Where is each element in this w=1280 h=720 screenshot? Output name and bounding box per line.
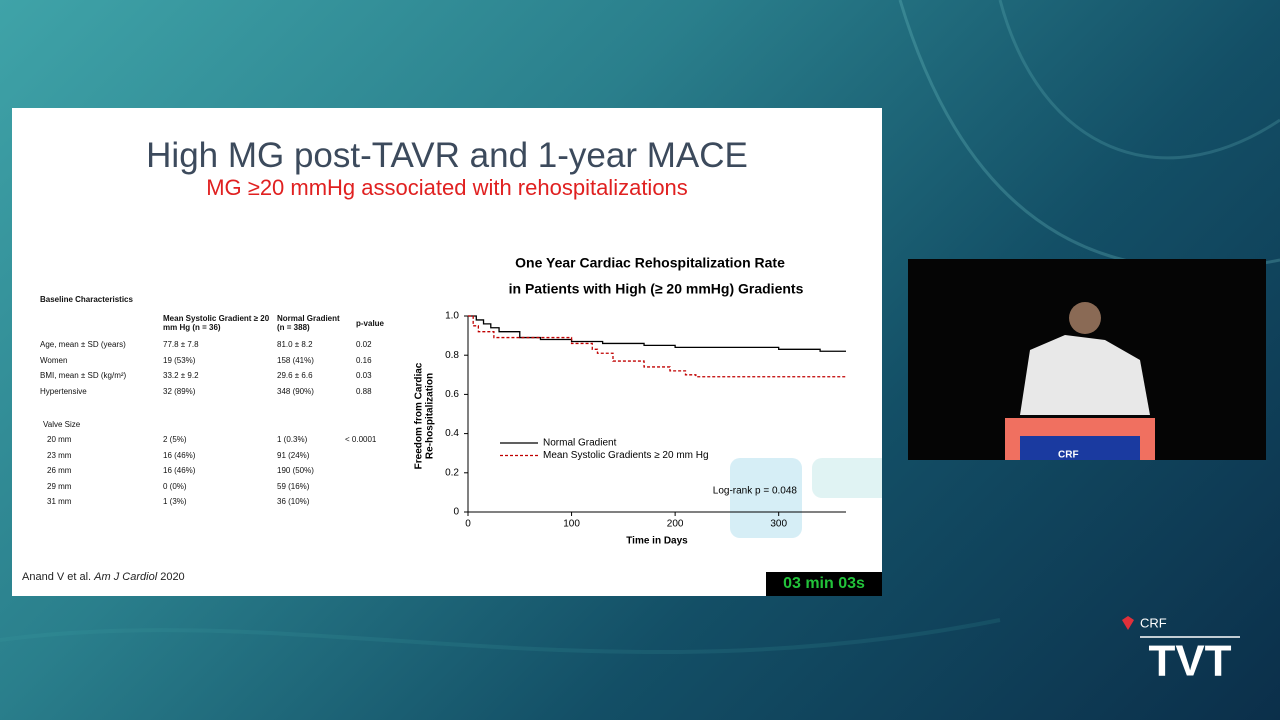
x-tick-label: 0 [465,519,471,530]
column-header: Normal Gradient (n = 388) [277,314,340,332]
table: Baseline Characteristics Mean Systolic G… [12,108,412,596]
cell-p: 0.16 [356,355,372,365]
y-tick-label: 0.6 [445,389,459,400]
cell-high: 33.2 ± 9.2 [163,371,199,381]
decor [812,458,882,498]
row-label: 26 mm [47,466,72,475]
decor [730,458,802,538]
citation: Anand V et al. Am J Cardiol 2020 [22,571,185,583]
slide: High MG post-TAVR and 1-year MACE MG ≥20… [12,108,882,596]
x-tick-label: 100 [563,519,580,530]
chart-title: One Year Cardiac Rehospitalization Rate [515,255,785,271]
y-tick-label: 0 [453,507,459,518]
km-curve [468,315,846,352]
cell-normal: 81.0 ± 8.2 [277,340,313,349]
cell-high: 2 (5%) [163,435,187,444]
section-label: Valve Size [43,420,81,429]
cell-normal: 158 (41%) [277,355,314,365]
table-title: Baseline Characteristics [40,295,133,304]
speaker-head [1069,302,1101,334]
cell-high: 1 (3%) [163,497,187,506]
cell-normal: 36 (10%) [277,497,310,506]
cell-normal: 29.6 ± 6.6 [277,371,313,381]
y-tick-label: 0.4 [445,428,459,439]
row-label: 31 mm [47,497,72,506]
cell-p: 0.03 [356,371,372,381]
row-label: Age, mean ± SD (years) [40,340,126,349]
citation-authors: Anand V et al. [22,571,92,583]
x-axis-label: Time in Days [626,536,688,547]
row-label: 20 mm [47,435,72,444]
cell-high: 16 (46%) [163,466,196,475]
legend-label: Normal Gradient [543,438,617,449]
cell-normal: 91 (24%) [277,450,310,460]
slide-title: High MG post-TAVR and 1-year MACE [146,136,748,175]
column-header: Mean Systolic Gradient ≥ 20 mm Hg (n = 3… [163,314,270,332]
row-label: BMI, mean ± SD (kg/m²) [40,371,127,381]
y-axis-label: Freedom from Cardiac [414,362,425,469]
cell-p: < 0.0001 [345,435,377,444]
slide-subtitle: MG ≥20 mmHg associated with rehospitaliz… [206,175,688,200]
cell-normal: 190 (50%) [277,466,314,475]
y-tick-label: 1.0 [445,311,459,322]
cell-high: 77.8 ± 7.8 [163,340,199,349]
cell-normal: 348 (90%) [277,386,314,396]
row-label: Hypertensive [40,386,87,396]
row-label: Women [40,355,68,365]
cell-high: 32 (89%) [163,386,196,396]
x-tick-label: 300 [770,519,787,530]
cell-high: 0 (0%) [163,481,187,491]
km-curve [468,315,846,378]
y-axis-label: Re-hospitalization [425,373,436,459]
cell-normal: 1 (0.3%) [277,435,308,444]
chart-title: in Patients with High (≥ 20 mmHg) Gradie… [509,281,804,297]
citation-journal: Am J Cardiol [94,571,158,583]
row-label: 29 mm [47,481,72,491]
annotation: Log-rank p = 0.048 [713,486,798,497]
podium-screen [1020,436,1140,460]
timer: 03 min 03s [766,572,882,596]
cell-p: 0.88 [356,386,372,396]
column-header: p-value [356,319,385,328]
cell-high: 19 (53%) [163,355,196,365]
x-tick-label: 200 [667,519,684,530]
cell-p: 0.02 [356,340,372,349]
citation-year: 2020 [160,571,185,583]
speaker [1020,335,1150,415]
row-label: 23 mm [47,450,72,460]
logo-top: CRF [1140,615,1167,630]
logo-bottom: TVT [1148,637,1231,686]
y-tick-label: 0.2 [445,467,459,478]
y-tick-label: 0.8 [445,350,459,361]
cell-normal: 59 (16%) [277,481,310,491]
legend-label: Mean Systolic Gradients ≥ 20 mm Hg [543,450,709,461]
logo-mark [1122,616,1134,630]
podium-logo: CRF [1058,450,1079,461]
cell-high: 16 (46%) [163,450,196,460]
